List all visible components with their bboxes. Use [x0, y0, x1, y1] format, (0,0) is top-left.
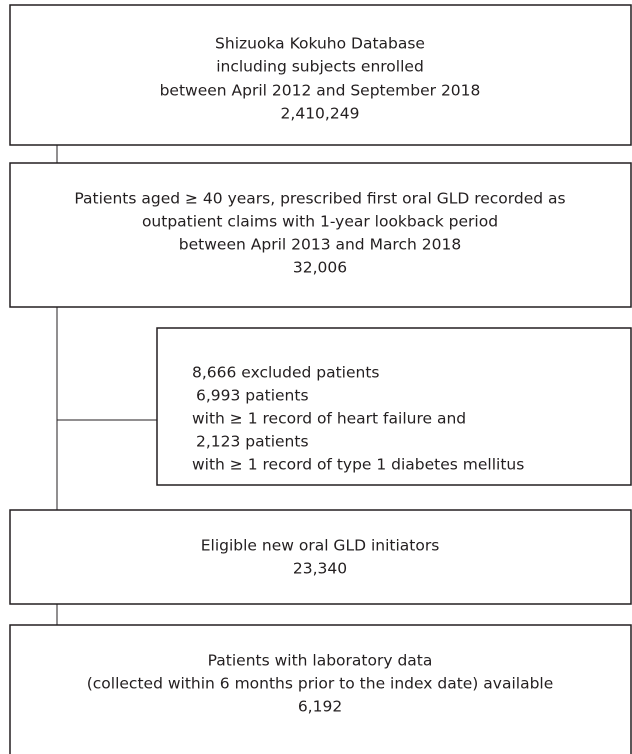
- exclusion-box: [156, 327, 632, 486]
- box-text: 2,123 patients: [196, 433, 309, 451]
- box-text: 6,993 patients: [196, 387, 309, 405]
- box-text: between April 2012 and September 2018: [160, 82, 481, 100]
- box-text: 32,006: [293, 259, 347, 277]
- box-text: outpatient claims with 1-year lookback p…: [142, 213, 498, 231]
- box-text: (collected within 6 months prior to the …: [87, 675, 554, 693]
- box-text: Patients with laboratory data: [208, 652, 433, 670]
- box-text: 2,410,249: [281, 105, 360, 123]
- box-text: Shizuoka Kokuho Database: [215, 35, 425, 53]
- box-text: with ≥ 1 record of heart failure and: [192, 410, 466, 428]
- box-text: 8,666 excluded patients: [192, 364, 380, 382]
- box-text: between April 2013 and March 2018: [179, 236, 461, 254]
- box: [9, 162, 632, 308]
- box-text: with ≥ 1 record of type 1 diabetes melli…: [192, 456, 524, 474]
- box: [9, 4, 632, 146]
- box: [9, 624, 632, 754]
- box-text: Patients aged ≥ 40 years, prescribed fir…: [74, 190, 565, 208]
- box-text: including subjects enrolled: [216, 58, 424, 76]
- box-text: 23,340: [293, 560, 347, 578]
- box: [9, 509, 632, 605]
- box-text: 6,192: [298, 698, 342, 716]
- box-text: Eligible new oral GLD initiators: [201, 537, 440, 555]
